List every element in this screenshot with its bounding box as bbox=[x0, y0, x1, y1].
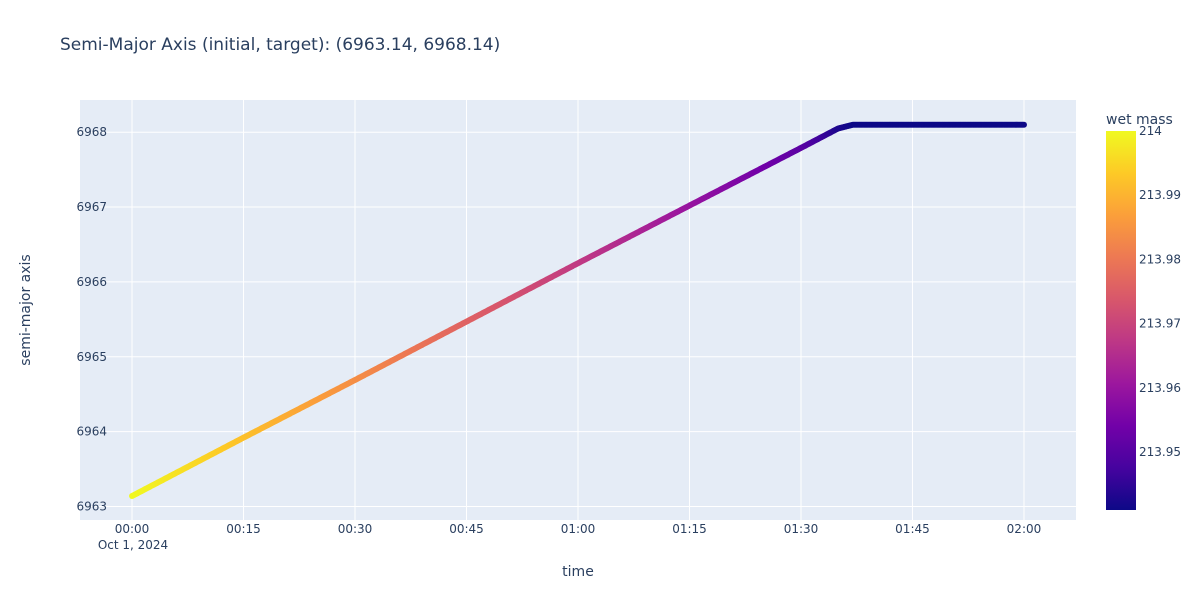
y-tick-label: 6967 bbox=[76, 200, 107, 214]
chart-title: Semi-Major Axis (initial, target): (6963… bbox=[60, 35, 500, 55]
x-date-label: Oct 1, 2024 bbox=[98, 538, 168, 552]
y-tick-label: 6964 bbox=[76, 425, 107, 439]
data-point bbox=[1020, 121, 1027, 128]
x-tick-label: 01:00 bbox=[561, 522, 596, 536]
colorbar-tick-label: 213.99 bbox=[1139, 188, 1181, 202]
x-tick-label: 00:45 bbox=[449, 522, 484, 536]
colorbar-tick-label: 213.98 bbox=[1139, 252, 1181, 266]
x-tick-labels: 00:00 00:15 00:30 00:45 01:00 01:15 01:30 01:45… bbox=[115, 522, 1042, 536]
y-tick-label: 6968 bbox=[76, 125, 107, 139]
y-tick-label: 6963 bbox=[76, 500, 107, 514]
colorbar-tick-label: 214 bbox=[1139, 124, 1162, 138]
gridlines bbox=[80, 100, 1076, 520]
x-tick-label: 01:45 bbox=[895, 522, 930, 536]
y-axis-label: semi-major axis bbox=[18, 254, 34, 365]
x-tick-label: 01:30 bbox=[784, 522, 819, 536]
colorbar-tick-label: 213.97 bbox=[1139, 317, 1181, 331]
y-tick-label: 6965 bbox=[76, 350, 107, 364]
colorbar bbox=[1106, 131, 1136, 510]
x-axis-label: time bbox=[562, 564, 594, 580]
x-tick-label: 01:15 bbox=[672, 522, 707, 536]
colorbar-tick-label: 213.95 bbox=[1139, 445, 1181, 459]
y-tick-labels: 6963 6964 6965 6966 6967 6968 bbox=[76, 125, 107, 513]
x-tick-label: 00:00 bbox=[115, 522, 150, 536]
x-tick-label: 02:00 bbox=[1007, 522, 1042, 536]
colorbar-tick-labels: 214 213.99 213.98 213.97 213.96 213.95 bbox=[1139, 124, 1181, 459]
colorbar-title: wet mass bbox=[1106, 112, 1173, 128]
y-tick-label: 6966 bbox=[76, 275, 107, 289]
x-tick-label: 00:15 bbox=[226, 522, 261, 536]
data-points bbox=[129, 121, 1027, 500]
x-tick-label: 00:30 bbox=[338, 522, 373, 536]
colorbar-tick-label: 213.96 bbox=[1139, 381, 1181, 395]
